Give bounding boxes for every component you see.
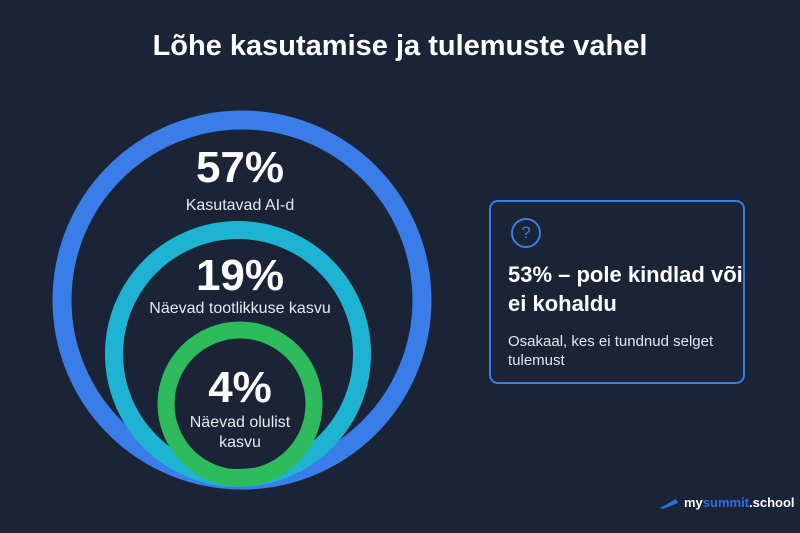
question-circle-icon: ? bbox=[511, 218, 541, 248]
ring-19-label: Näevad tootlikkuse kasvu bbox=[149, 300, 331, 317]
logo-prefix: my bbox=[684, 495, 703, 510]
ring-4-label-line2: kasvu bbox=[219, 434, 261, 451]
ring-4 bbox=[157, 321, 323, 487]
logo: my summit .school bbox=[658, 495, 795, 510]
ring-57-label: Kasutavad AI-d bbox=[185, 197, 295, 214]
telescope-icon bbox=[660, 498, 678, 509]
page-title: Lõhe kasutamise ja tulemuste vahel bbox=[152, 30, 648, 62]
ring-57-text: 57% Kasutavad AI-d bbox=[120, 146, 360, 216]
logo-suffix: .school bbox=[749, 495, 795, 510]
ring-4-label-line1: Näevad olulist bbox=[189, 414, 291, 431]
card-heading: 53% – pole kindlad või ei kohaldu bbox=[508, 262, 743, 316]
ring-4-text: 4% Näevad olulist kasvu bbox=[120, 366, 360, 453]
logo-accent: summit bbox=[702, 495, 750, 510]
uncertain-card: ? 53% – pole kindlad või ei kohaldu Osak… bbox=[489, 200, 745, 384]
ring-19-text: 19% Näevad tootlikkuse kasvu bbox=[120, 254, 360, 319]
card-description: Osakaal, kes ei tundnud selget tulemust bbox=[508, 333, 714, 369]
ring-57-value: 57% bbox=[195, 143, 285, 192]
ring-4-value: 4% bbox=[208, 363, 272, 412]
ring-19-value: 19% bbox=[195, 251, 285, 300]
